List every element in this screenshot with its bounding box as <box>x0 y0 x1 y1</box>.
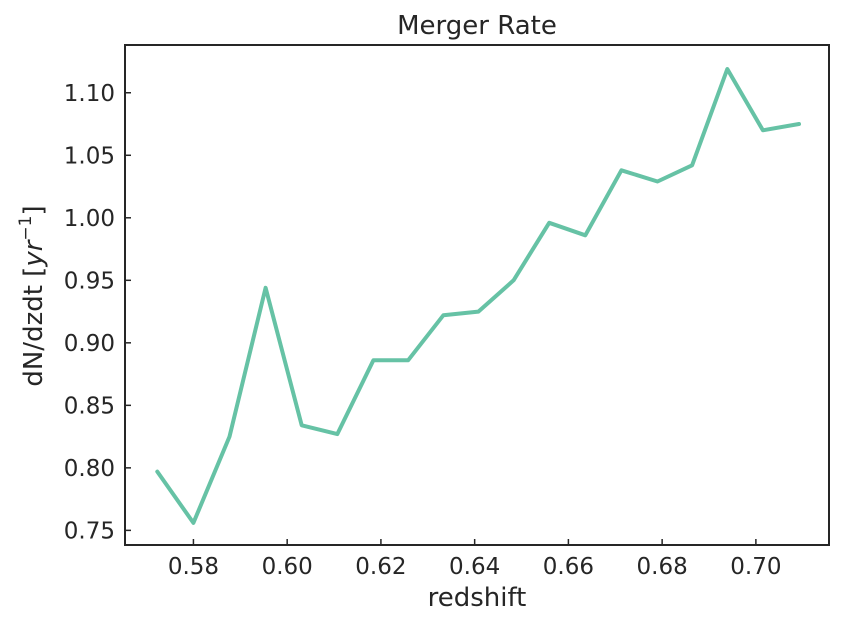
y-tick-label: 0.90 <box>64 331 115 357</box>
y-axis-ticks: 0.75 0.80 0.85 0.90 0.95 1.00 1.05 1.10 <box>64 81 131 544</box>
x-tick-label: 0.70 <box>730 554 781 580</box>
y-tick-label: 1.10 <box>64 81 115 107</box>
x-tick-label: 0.66 <box>543 554 594 580</box>
y-tick-label: 1.00 <box>64 206 115 232</box>
chart-title: Merger Rate <box>397 11 557 41</box>
x-tick-label: 0.58 <box>168 554 219 580</box>
y-tick-label: 1.05 <box>64 143 115 169</box>
x-axis-ticks: 0.58 0.60 0.62 0.64 0.66 0.68 0.70 <box>168 539 781 580</box>
x-tick-label: 0.64 <box>449 554 500 580</box>
x-tick-label: 0.62 <box>355 554 406 580</box>
merger-rate-line <box>155 67 801 525</box>
x-tick-label: 0.60 <box>262 554 313 580</box>
y-axis-label-exponent: −1 <box>16 216 36 241</box>
y-tick-label: 0.80 <box>64 456 115 482</box>
y-axis-label-unit: yr <box>19 238 49 267</box>
x-axis-label: redshift <box>428 583 527 613</box>
y-tick-label: 0.75 <box>64 518 115 544</box>
y-tick-label: 0.95 <box>64 268 115 294</box>
y-axis-label-suffix: ] <box>19 205 49 215</box>
y-tick-label: 0.85 <box>64 393 115 419</box>
y-axis-label-prefix: dN/dzdt [ <box>19 267 49 387</box>
plot-frame <box>124 44 830 546</box>
x-tick-label: 0.68 <box>637 554 688 580</box>
y-axis-label: dN/dzdt [yr−1] <box>16 205 49 386</box>
